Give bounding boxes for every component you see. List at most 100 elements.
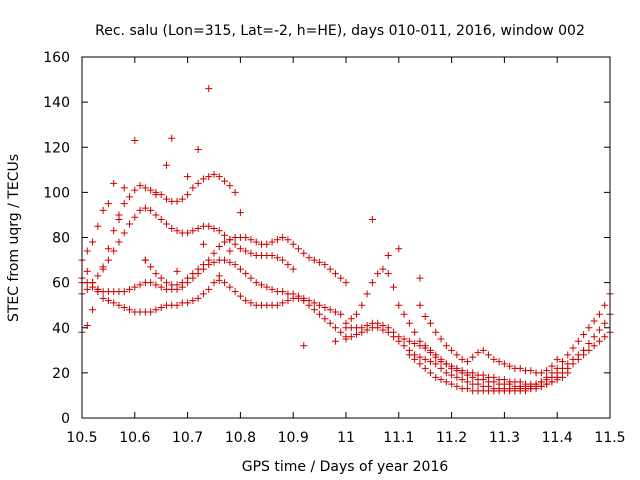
y-axis-ticks: 0 20 40 60 80 100 120 140 160 [43,50,610,427]
data-point [194,224,202,232]
data-point [453,373,461,381]
data-point [326,306,334,314]
data-point [189,227,197,235]
data-point [104,245,112,253]
x-tick-label: 11.5 [594,430,625,446]
data-point [126,220,134,228]
data-point [147,186,155,194]
data-point [442,369,450,377]
plot-frame [81,56,611,419]
data-point [310,306,318,314]
data-point [316,310,324,318]
data-point [442,342,450,350]
series-track-e [141,234,350,289]
data-point [448,380,456,388]
data-point [141,204,149,212]
data-point [595,326,603,334]
data-point [405,337,413,345]
data-point [305,301,313,309]
data-point [337,274,345,282]
data-point [453,351,461,359]
data-point [263,240,271,248]
data-point [421,364,429,372]
data-point [426,358,434,366]
data-point [83,285,91,293]
data-point [469,353,477,361]
data-point [99,263,107,271]
data-point [189,184,197,192]
data-point [305,254,313,262]
data-point [157,303,165,311]
data-point [300,342,308,350]
x-tick-label: 10.6 [119,430,150,446]
data-point [83,267,91,275]
data-point [331,324,339,332]
data-point [395,337,403,345]
y-tick-label: 120 [43,140,70,156]
data-point [585,324,593,332]
data-point [157,283,165,291]
y-tick-label: 160 [43,50,70,66]
data-point [199,175,207,183]
data-point [162,279,170,287]
data-point [479,371,487,379]
data-point [548,378,556,386]
data-point [463,385,471,393]
data-point [426,349,434,357]
data-point [426,369,434,377]
data-point [173,267,181,275]
data-point [532,385,540,393]
data-point [400,335,408,343]
x-tick-label: 10.9 [278,430,309,446]
data-point [157,215,165,223]
data-point [131,213,139,221]
data-point [432,328,440,336]
data-point [294,245,302,253]
data-point [131,186,139,194]
data-point [490,373,498,381]
data-point [184,229,192,237]
series-track-d [78,256,350,341]
data-point [126,306,134,314]
data-point [289,240,297,248]
data-point [390,283,398,291]
data-point [115,215,123,223]
data-point [569,360,577,368]
data-point [236,245,244,253]
data-point [210,279,218,287]
data-point [215,272,223,280]
data-point [601,319,609,327]
data-point [321,261,329,269]
data-point [453,382,461,390]
data-point [437,364,445,372]
data-point [141,256,149,264]
data-point [326,319,334,327]
data-point [115,238,123,246]
data-point [242,247,250,255]
data-point [231,240,239,248]
data-point [437,358,445,366]
data-point [395,245,403,253]
data-point [458,355,466,363]
data-point [194,294,202,302]
data-point [89,279,97,287]
data-point [89,306,97,314]
data-point [442,360,450,368]
data-point [136,281,144,289]
data-point [152,191,160,199]
x-tick-label: 10.7 [172,430,203,446]
data-point [215,243,223,251]
data-point [463,378,471,386]
data-point [358,301,366,309]
data-point [157,274,165,282]
data-point [120,200,128,208]
x-axis-ticks: 10.5 10.6 10.7 10.8 10.9 11 11.1 11.2 11.3 11.4 11… [66,57,626,446]
data-point [273,236,281,244]
data-point [400,310,408,318]
data-points [78,85,614,395]
data-point [162,195,170,203]
data-point [363,290,371,298]
data-point [242,270,250,278]
data-point [469,369,477,377]
data-point [221,279,229,287]
